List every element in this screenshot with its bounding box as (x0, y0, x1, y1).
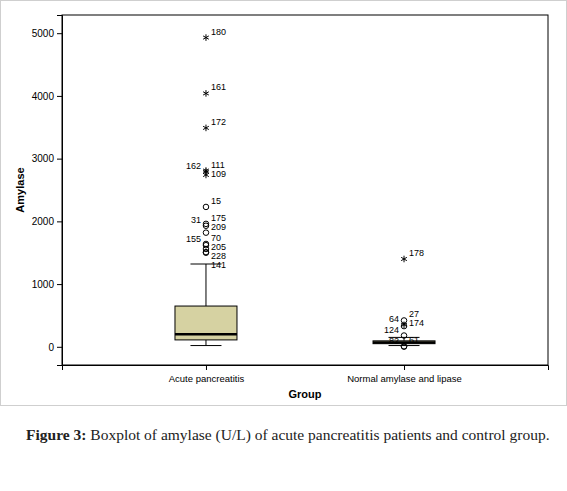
box-group (373, 256, 435, 350)
y-tick-label: 5000 (32, 28, 55, 39)
outlier (203, 250, 209, 256)
y-tick-label: 0 (48, 342, 54, 353)
outlier-label: 178 (409, 248, 424, 258)
figure-title: Boxplot of amylase (U/L) of acute pancre… (90, 426, 549, 443)
y-axis: 0 1000 2000 3000 4000 5000 (32, 16, 63, 366)
y-tick-label: 4000 (32, 91, 55, 102)
x-axis: Acute pancreatitis Normal amylase and lip… (63, 365, 549, 384)
outlier (401, 333, 407, 339)
chart-svg: 0 1000 2000 3000 4000 5000 Acute pancreatitis N… (0, 0, 567, 420)
outlier-label: 180 (211, 27, 226, 37)
plot-marks (175, 34, 435, 349)
y-tick-label: 3000 (32, 153, 55, 164)
outlier (401, 344, 407, 350)
outlier-label: 64 (389, 314, 399, 324)
outlier-extreme (401, 256, 407, 263)
y-tick: 4000 (32, 91, 62, 102)
outlier-extreme (203, 172, 209, 179)
y-tick-mark (57, 284, 62, 285)
caption: Figure 3: Boxplot of amylase (U/L) of ac… (26, 424, 556, 445)
outlier-label: 109 (211, 169, 226, 179)
whisker-lower (205, 340, 206, 346)
y-tick-mark (57, 33, 62, 34)
y-tick-label: 1000 (32, 279, 55, 290)
x-tick-mark (404, 365, 405, 370)
x-tick: Normal amylase and lipase (347, 365, 462, 384)
outlier-label: 124 (384, 325, 399, 335)
outlier-extreme (203, 125, 209, 132)
outlier-label: 172 (211, 117, 226, 127)
outlier-label: 61 (409, 335, 419, 345)
y-tick: 0 (48, 342, 62, 353)
y-tick: 2000 (32, 216, 62, 227)
x-axis-title: Group (289, 388, 322, 400)
outlier-extreme (203, 34, 209, 41)
figure-label: Figure 3: (26, 426, 86, 443)
outlier-label: 174 (409, 318, 424, 328)
y-tick: 5000 (32, 28, 62, 39)
x-tick-mark (206, 365, 207, 370)
outlier-label: 162 (186, 161, 201, 171)
outlier-label: 31 (191, 215, 201, 225)
x-tick-label: Normal amylase and lipase (347, 373, 462, 384)
outlier-label: 82 (389, 336, 399, 346)
outlier (401, 323, 407, 329)
outlier-extreme (401, 322, 407, 329)
outlier (203, 230, 209, 236)
outlier (203, 204, 209, 210)
plot-frame (62, 15, 548, 365)
outlier-label: 155 (186, 234, 201, 244)
outlier-label: 209 (211, 222, 226, 232)
median (175, 333, 237, 336)
whisker-cap-lower (190, 345, 221, 346)
x-axis-line (63, 366, 549, 371)
x-tick-label: Acute pancreatitis (169, 373, 245, 384)
y-tick-mark (57, 159, 62, 160)
y-tick-label: 2000 (32, 216, 55, 227)
outlier (401, 344, 407, 350)
y-axis-title: Amylase (14, 167, 26, 212)
outlier-labels: 1801611721111621091517531209701552052281… (186, 27, 424, 346)
outlier-label: 161 (211, 82, 226, 92)
outlier-extreme (203, 90, 209, 97)
box-group (175, 34, 237, 345)
box (175, 306, 237, 340)
y-axis-line (57, 16, 63, 366)
figure-border (1, 1, 567, 406)
y-tick-mark (57, 221, 62, 222)
whisker-upper (205, 264, 206, 306)
y-tick: 3000 (32, 153, 62, 164)
outlier (203, 249, 209, 255)
outlier-label: 141 (211, 260, 226, 270)
outlier-label: 15 (211, 196, 221, 206)
y-tick: 1000 (32, 279, 62, 290)
outlier (203, 223, 209, 229)
y-tick-mark (57, 347, 62, 348)
x-tick: Acute pancreatitis (169, 365, 245, 384)
y-tick-mark (57, 96, 62, 97)
